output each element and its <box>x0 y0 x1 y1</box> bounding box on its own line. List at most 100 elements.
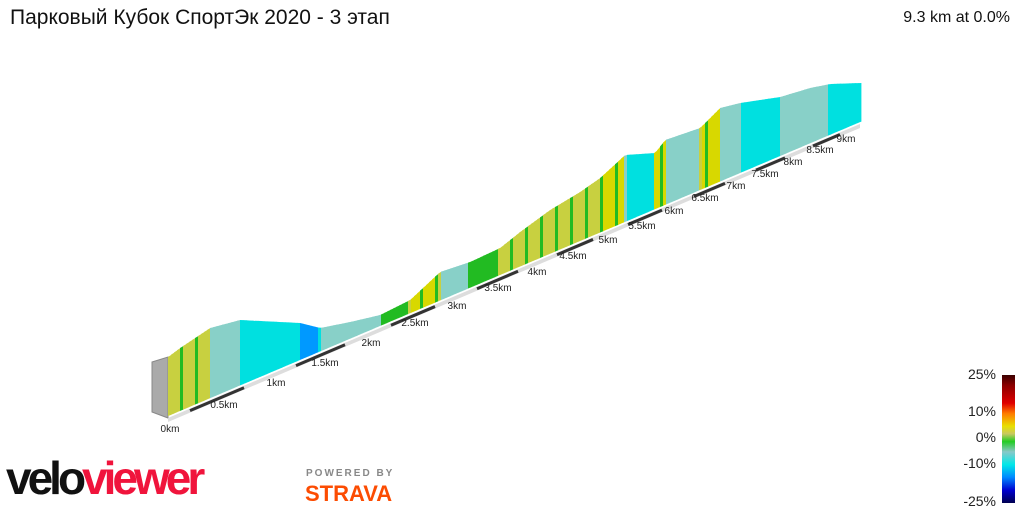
distance-grade-summary: 9.3 km at 0.0% <box>903 9 1010 26</box>
grade-segment <box>651 153 655 211</box>
grade-segment <box>768 98 772 162</box>
grade-color-scale <box>1002 375 1015 503</box>
grade-segment <box>510 237 514 271</box>
grade-segment <box>495 248 499 278</box>
grade-segment <box>216 325 220 396</box>
grade-segment <box>219 324 223 395</box>
axis-km-band <box>812 133 841 148</box>
grade-segment <box>519 230 523 267</box>
grade-segment <box>375 315 379 329</box>
grade-segment <box>486 253 490 281</box>
grade-segment <box>213 326 217 397</box>
grade-segment <box>507 240 511 272</box>
grade-segment <box>699 126 703 191</box>
grade-segment <box>210 327 214 399</box>
grade-segment <box>750 101 754 169</box>
veloviewer-logo[interactable]: veloviewer <box>6 452 205 504</box>
grade-segment <box>252 320 256 381</box>
grade-segment <box>618 158 622 225</box>
grade-segment <box>600 175 604 233</box>
grade-segment <box>528 223 532 264</box>
grade-segment <box>267 321 271 374</box>
grade-segment <box>777 97 781 158</box>
grade-segment <box>345 322 349 341</box>
grade-segment <box>180 346 184 411</box>
grade-segment <box>591 182 595 237</box>
grade-segment <box>765 98 769 163</box>
grade-segment <box>432 276 436 304</box>
grade-segment <box>372 316 376 330</box>
grade-segment <box>786 94 790 154</box>
grade-segment <box>453 266 457 295</box>
distance-tick-label: 0km <box>161 424 180 435</box>
grade-segment <box>174 350 178 414</box>
axis-km-band <box>693 181 726 198</box>
axis-km-band <box>755 156 786 172</box>
grade-segment <box>672 136 676 202</box>
grade-segment <box>420 287 424 309</box>
grade-segment <box>654 150 658 210</box>
grade-segment <box>474 258 478 286</box>
grade-segment <box>780 96 784 156</box>
grade-segment <box>231 321 235 390</box>
grade-segment <box>321 327 325 351</box>
grade-segment <box>834 83 838 134</box>
grade-segment <box>192 338 196 406</box>
grade-segment <box>447 268 451 298</box>
distance-tick-label: 5km <box>599 235 618 246</box>
grade-segment <box>747 101 751 171</box>
legend-label: 25% <box>967 366 996 382</box>
grade-segment <box>351 321 355 339</box>
grade-segment <box>564 199 568 248</box>
grade-segment <box>435 273 439 303</box>
grade-segment <box>657 146 661 209</box>
grade-segment <box>696 128 700 192</box>
grade-segment <box>168 354 172 416</box>
grade-segment <box>762 99 766 164</box>
grade-segment <box>396 305 400 320</box>
grade-segment <box>513 235 517 270</box>
axis-km-band <box>476 269 519 291</box>
grade-segment <box>789 93 793 153</box>
grade-segment <box>414 293 418 312</box>
grade-segment <box>258 320 262 378</box>
strava-logo[interactable]: STRAVA <box>305 481 393 506</box>
grade-segment <box>444 269 448 299</box>
grade-segment <box>243 320 247 385</box>
grade-segment <box>189 340 193 408</box>
grade-segment <box>504 242 508 274</box>
grade-segment <box>327 326 331 349</box>
grade-segment <box>450 267 454 297</box>
grade-segment <box>837 83 841 132</box>
grade-segment <box>678 134 682 200</box>
grade-segment <box>801 89 805 148</box>
axis-km-band <box>295 343 346 367</box>
grade-segment <box>276 321 280 371</box>
grade-segment <box>687 131 691 196</box>
grade-segment <box>552 207 556 253</box>
grade-segment <box>594 180 598 236</box>
grade-segment <box>330 325 334 348</box>
grade-segment <box>492 250 496 279</box>
grade-segment <box>483 254 487 283</box>
grade-segment <box>543 212 547 257</box>
grade-segment <box>285 322 289 367</box>
grade-segment <box>555 205 559 252</box>
grade-segment <box>456 265 460 294</box>
grade-segment <box>735 103 739 176</box>
grade-segment <box>369 316 373 331</box>
grade-segment <box>708 117 712 187</box>
grade-segment <box>753 100 757 168</box>
grade-segment <box>675 135 679 201</box>
distance-tick-label: 6km <box>665 206 684 217</box>
grade-segment <box>816 86 820 141</box>
grade-segment <box>387 310 391 323</box>
grade-segment <box>711 114 715 186</box>
legend-label: -25% <box>963 493 996 509</box>
grade-segment <box>603 172 607 232</box>
grade-segment <box>576 192 580 243</box>
grade-segment <box>531 221 535 262</box>
grade-segment <box>588 184 592 238</box>
grade-segment <box>690 130 694 195</box>
grade-segment <box>522 228 526 266</box>
